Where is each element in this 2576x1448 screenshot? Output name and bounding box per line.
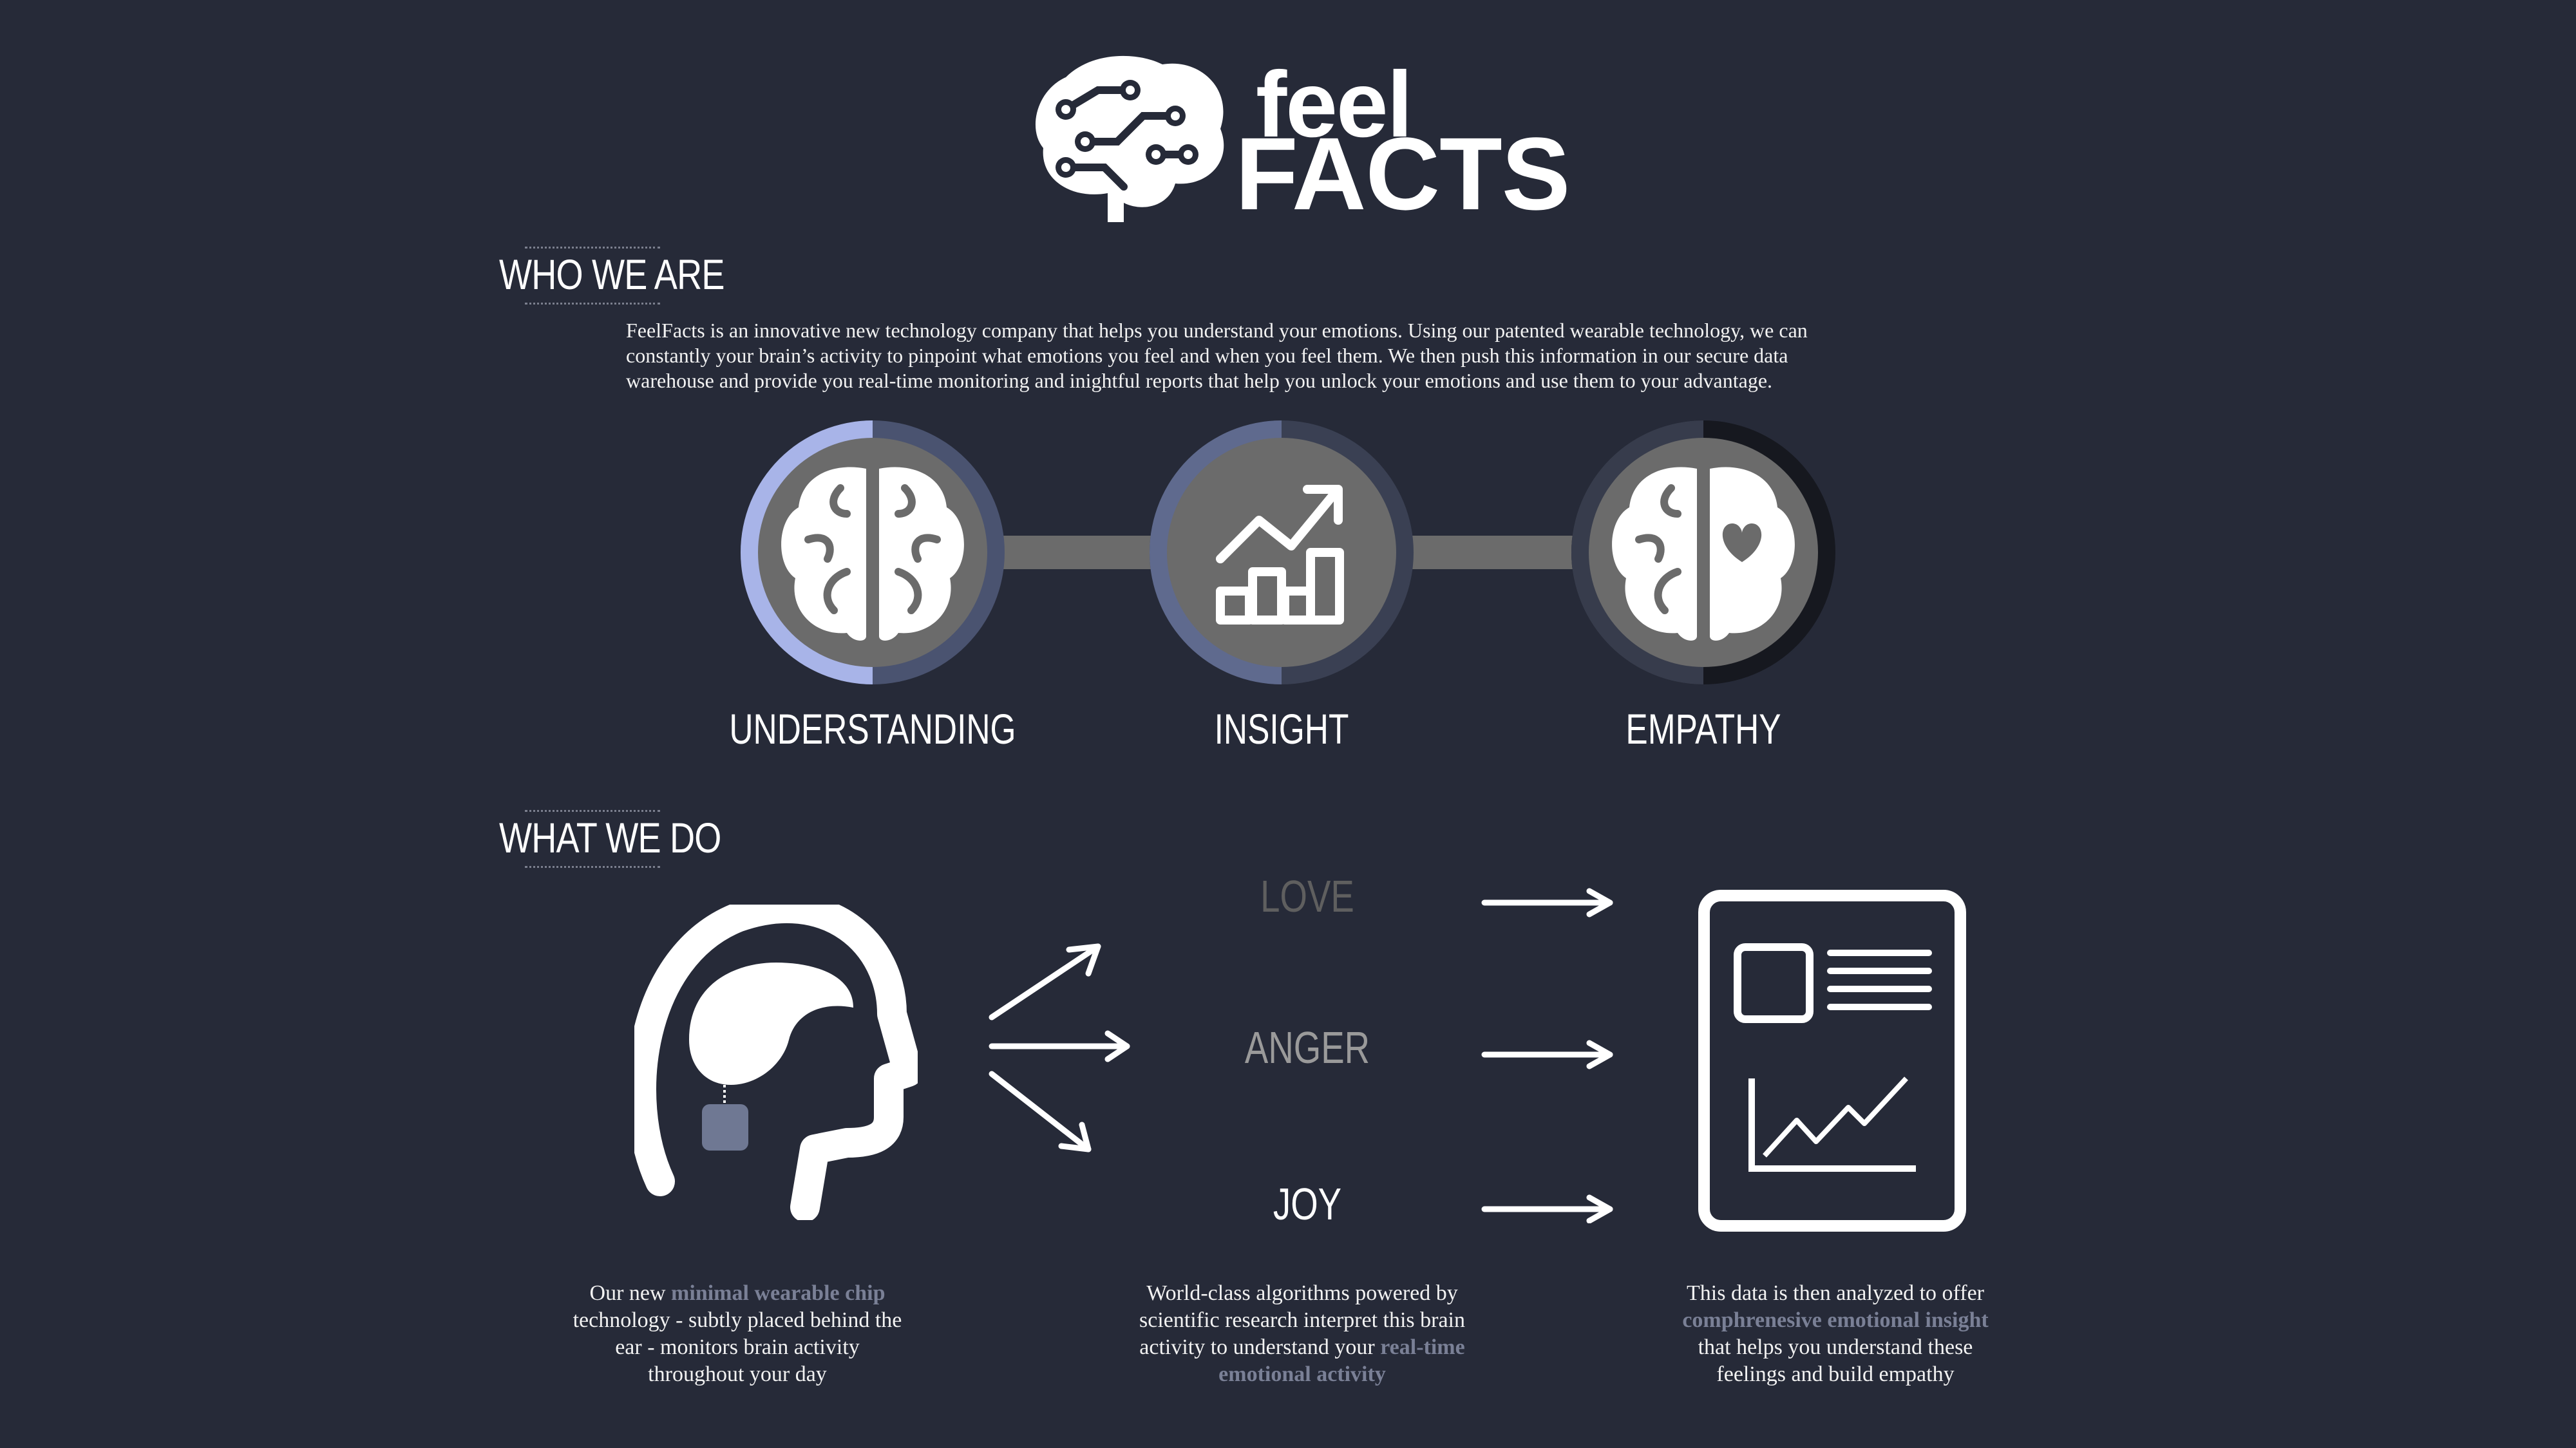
brain-heart-icon — [1612, 467, 1795, 641]
intro-line-3: warehouse and provide you real-time moni… — [626, 369, 1773, 392]
heading-divider-top — [525, 247, 660, 249]
diverging-arrows-icon — [989, 943, 1130, 1152]
what-we-do-heading: WHAT WE DO — [499, 814, 721, 861]
caption-insight-highlight: comphrenesive emotional insight — [1682, 1308, 1989, 1332]
who-we-are-text: FeelFacts is an innovative new technolog… — [626, 318, 1953, 393]
caption-chip-line-4: throughout your day — [648, 1362, 827, 1386]
caption-algorithms-line-1: World-class algorithms powered by — [1146, 1281, 1458, 1305]
heading-divider-top-2 — [525, 810, 660, 812]
pillars-graphic — [741, 420, 1835, 684]
caption-chip: Our new minimal wearable chip technology… — [512, 1280, 963, 1388]
logo-feel-text: feel — [1256, 52, 1413, 156]
caption-insight-line-1: This data is then analyzed to offer — [1687, 1281, 1984, 1305]
emotion-joy: JOY — [1273, 1179, 1342, 1229]
growth-chart-icon — [1216, 485, 1344, 625]
pillar-ring-insight — [1150, 420, 1414, 684]
caption-algorithms-highlight-2: emotional activity — [1218, 1362, 1386, 1386]
caption-chip-line-2: technology - subtly placed behind the — [573, 1308, 902, 1332]
head-chip-icon — [634, 905, 918, 1220]
emotion-love: LOVE — [1260, 871, 1354, 921]
pillar-ring-understanding — [741, 420, 1005, 684]
caption-chip-highlight: minimal wearable chip — [671, 1281, 886, 1305]
caption-chip-pre: Our new — [589, 1281, 672, 1305]
caption-insight-line-4: feelings and build empathy — [1716, 1362, 1955, 1386]
intro-line-1: FeelFacts is an innovative new technolog… — [626, 319, 1808, 342]
emotion-anger: ANGER — [1244, 1022, 1370, 1073]
caption-insight-line-3: that helps you understand these — [1698, 1335, 1973, 1359]
caption-chip-line-3: ear - monitors brain activity — [615, 1335, 860, 1359]
heading-divider-bottom-2 — [525, 866, 660, 868]
pillar-label-insight: INSIGHT — [1214, 705, 1349, 753]
pillar-ring-empathy — [1571, 420, 1835, 684]
chip-icon — [702, 1104, 748, 1151]
pillar-label-empathy: EMPATHY — [1625, 705, 1781, 753]
caption-insight: This data is then analyzed to offer comp… — [1610, 1280, 2061, 1388]
caption-algorithms-line-2: scientific research interpret this brain — [1139, 1308, 1465, 1332]
caption-algorithms: World-class algorithms powered by scient… — [1077, 1280, 1528, 1388]
brain-icon — [781, 467, 964, 641]
logo-facts-text: FACTS — [1235, 116, 1570, 231]
pillar-label-understanding: UNDERSTANDING — [729, 705, 1016, 753]
caption-algorithms-line-3: activity to understand your — [1139, 1335, 1381, 1359]
right-arrows-icon — [1481, 888, 1613, 1223]
report-icon — [1698, 890, 1966, 1232]
who-we-are-heading: WHO WE ARE — [499, 250, 724, 298]
heading-divider-bottom — [525, 303, 660, 305]
intro-line-2: constantly your brain’s activity to pinp… — [626, 344, 1788, 367]
circuit-brain-icon — [1035, 55, 1224, 222]
caption-algorithms-highlight-1: real-time — [1380, 1335, 1465, 1359]
